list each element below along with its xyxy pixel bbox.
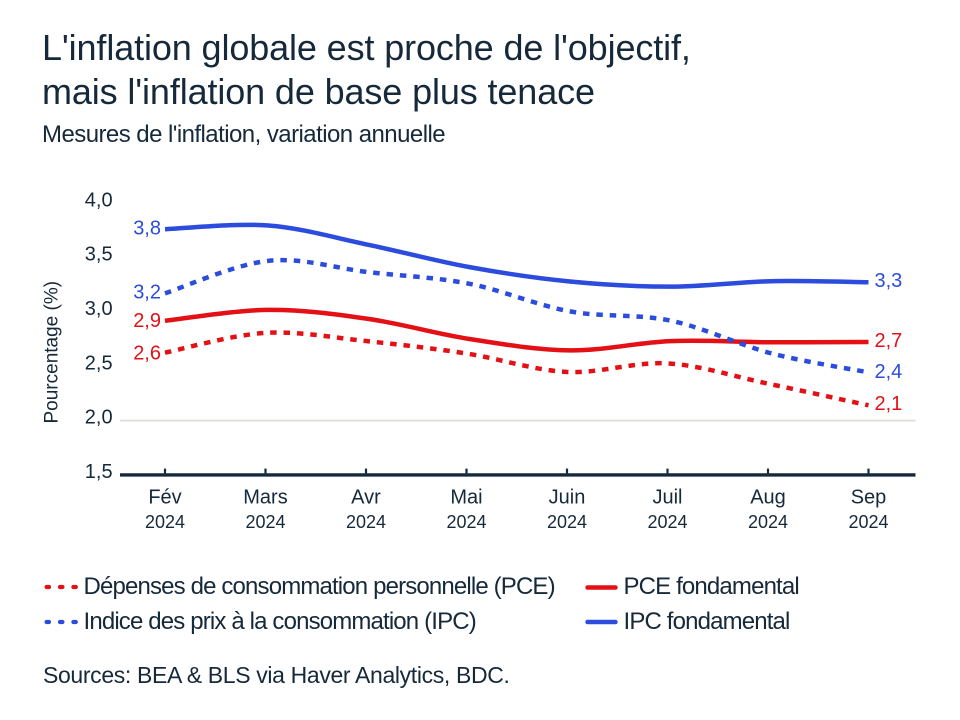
svg-text:3,3: 3,3 xyxy=(875,270,903,292)
svg-text:1,5: 1,5 xyxy=(85,461,113,483)
svg-text:Mai: Mai xyxy=(450,486,482,508)
svg-text:2024: 2024 xyxy=(547,512,587,532)
svg-text:3,8: 3,8 xyxy=(133,217,161,239)
svg-text:2,9: 2,9 xyxy=(133,310,161,332)
svg-text:2,6: 2,6 xyxy=(133,342,161,364)
svg-text:2,0: 2,0 xyxy=(85,407,113,429)
svg-text:Sep: Sep xyxy=(851,486,887,508)
svg-text:Juin: Juin xyxy=(549,486,586,508)
svg-text:2024: 2024 xyxy=(748,512,788,532)
svg-text:2024: 2024 xyxy=(145,512,185,532)
svg-text:Aug: Aug xyxy=(750,486,786,508)
svg-text:2,1: 2,1 xyxy=(875,393,903,415)
svg-text:2024: 2024 xyxy=(647,512,687,532)
svg-text:Fév: Fév xyxy=(148,486,181,508)
svg-text:Juil: Juil xyxy=(652,486,682,508)
svg-text:Mars: Mars xyxy=(243,486,287,508)
svg-text:2,5: 2,5 xyxy=(85,352,113,374)
svg-text:2,7: 2,7 xyxy=(875,330,903,352)
svg-text:Pourcentage (%): Pourcentage (%) xyxy=(42,281,63,424)
svg-text:2024: 2024 xyxy=(848,512,888,532)
svg-text:2024: 2024 xyxy=(245,512,285,532)
svg-text:2024: 2024 xyxy=(346,512,386,532)
svg-text:3,2: 3,2 xyxy=(133,281,161,303)
svg-text:Avr: Avr xyxy=(351,486,381,508)
svg-text:3,0: 3,0 xyxy=(85,298,113,320)
svg-text:2,4: 2,4 xyxy=(875,361,903,383)
svg-text:3,5: 3,5 xyxy=(85,244,113,266)
svg-text:2024: 2024 xyxy=(446,512,486,532)
svg-text:4,0: 4,0 xyxy=(85,189,113,211)
